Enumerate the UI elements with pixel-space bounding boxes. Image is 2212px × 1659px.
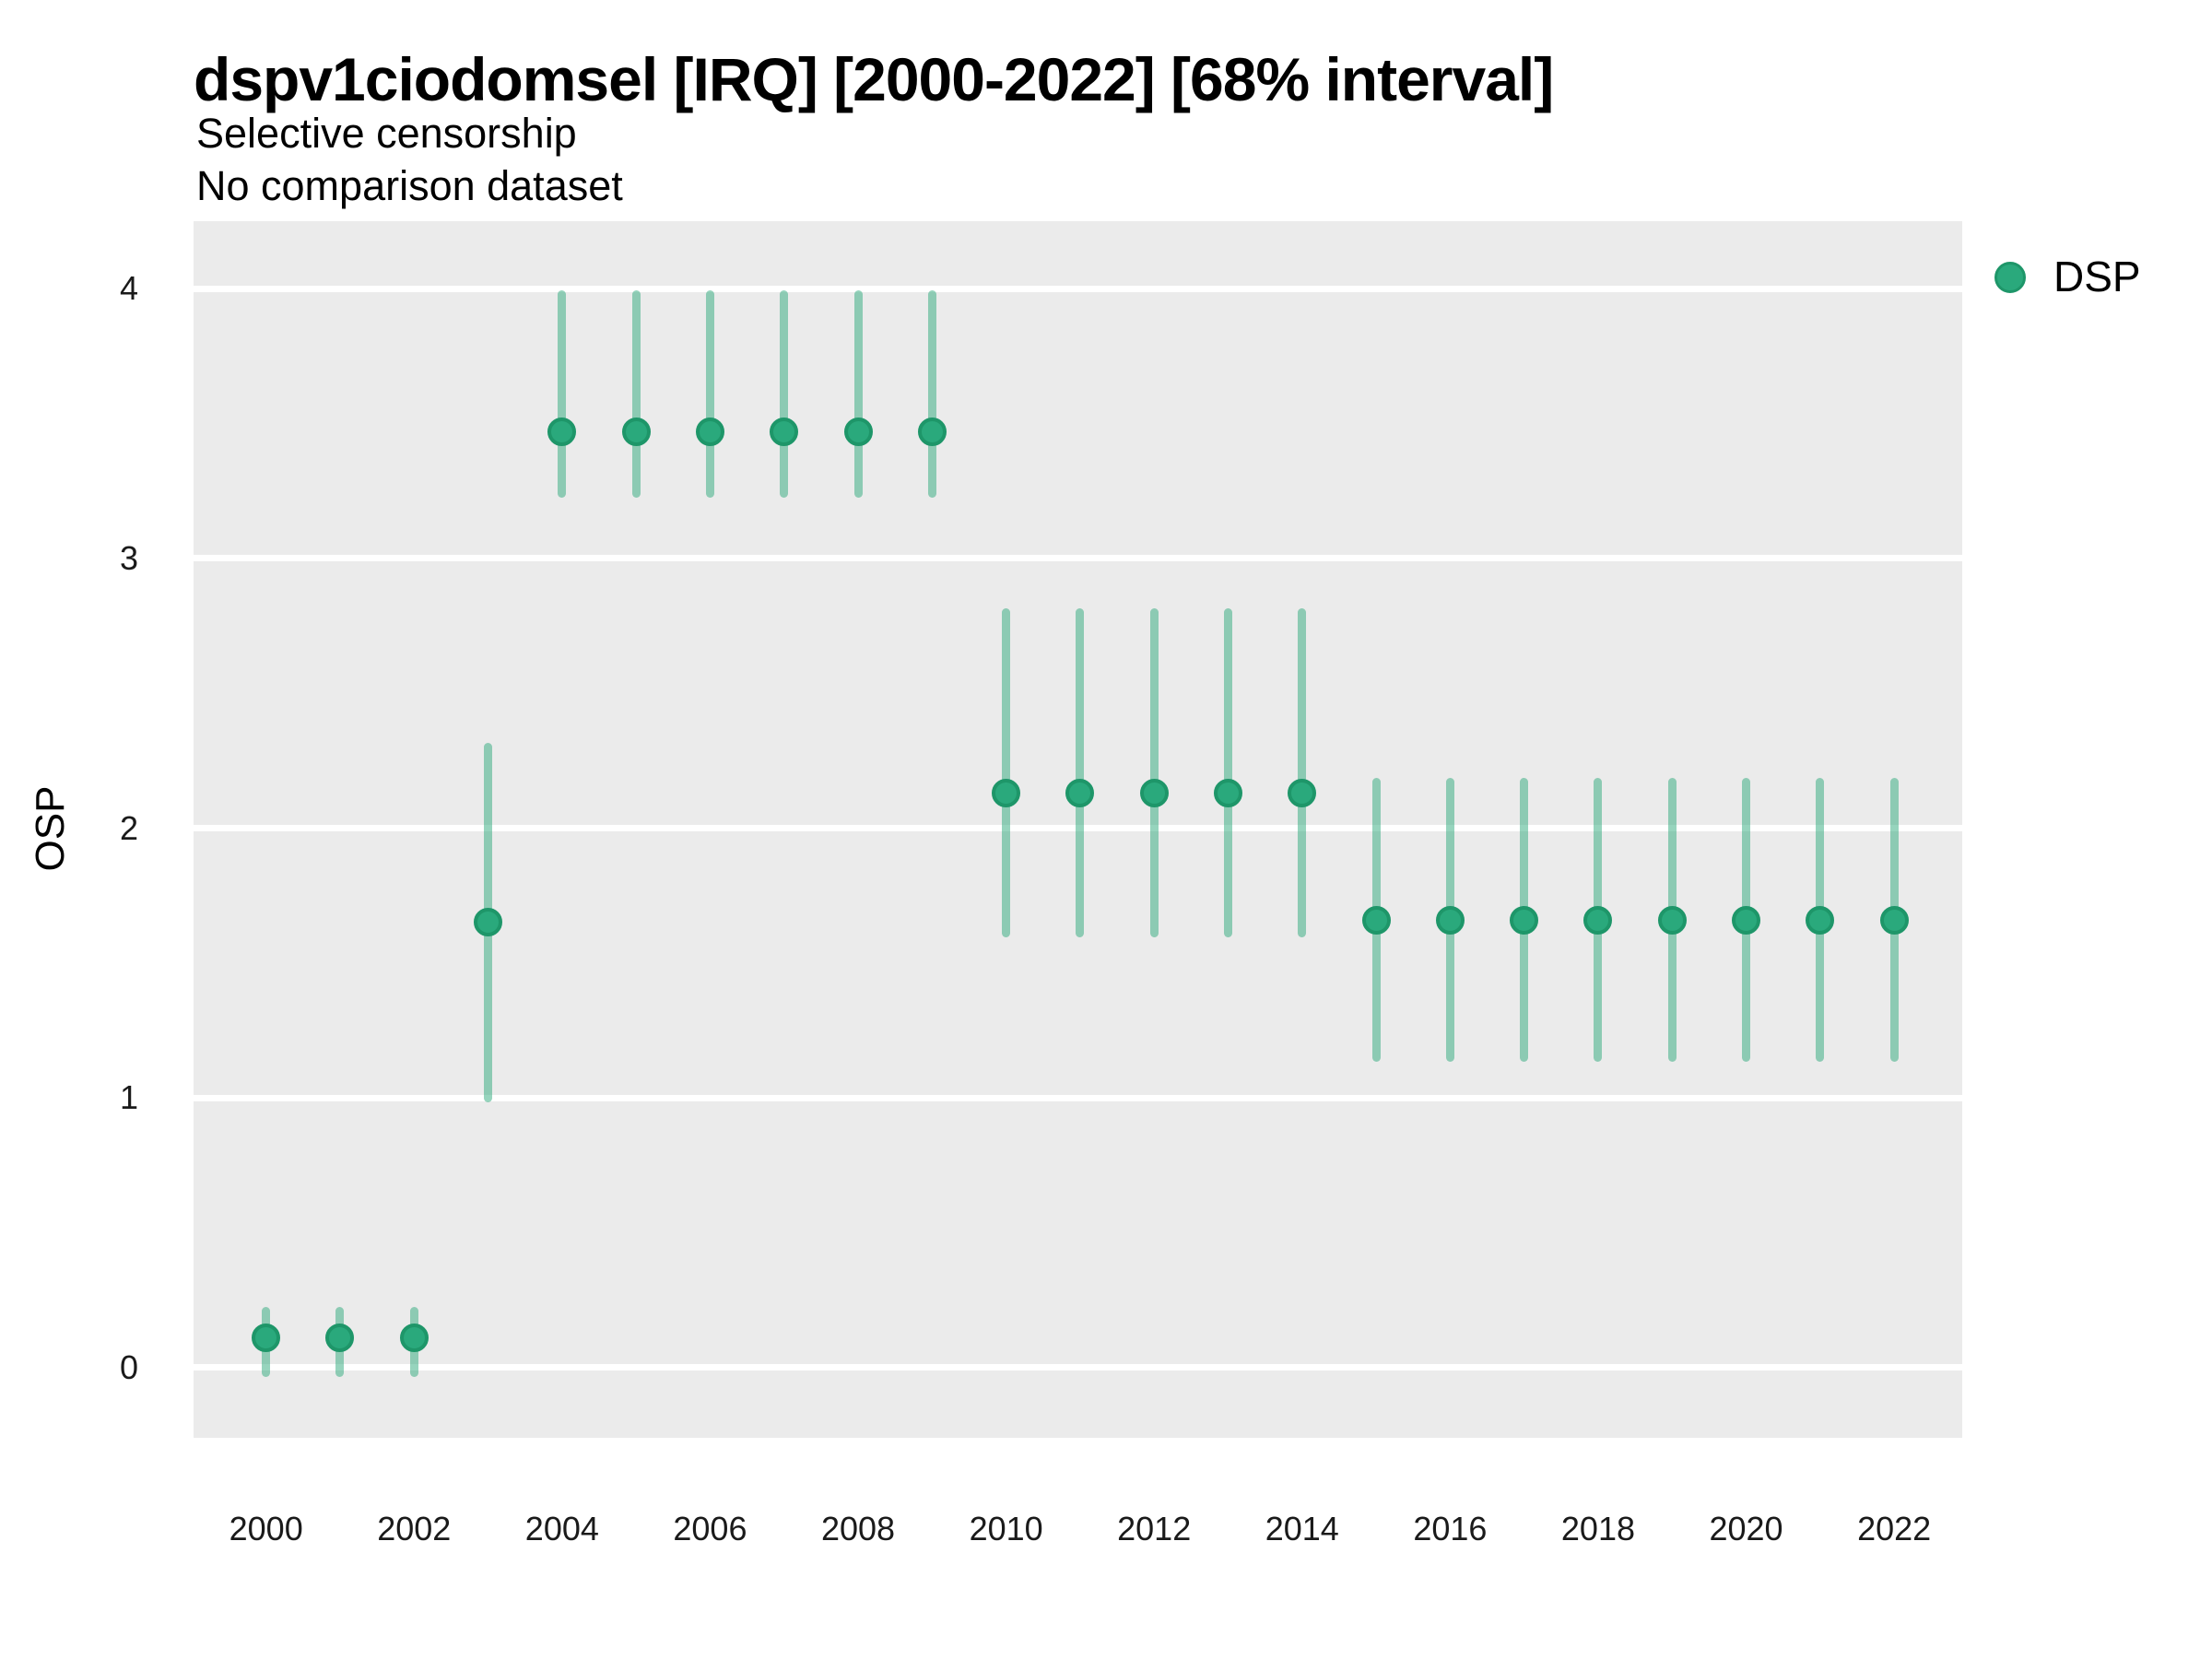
data-point-2013 — [1213, 778, 1242, 807]
error-bar-2011 — [1076, 607, 1085, 938]
error-bar-2007 — [780, 289, 789, 499]
x-tick-label-2016: 2016 — [1413, 1510, 1488, 1547]
data-point-2011 — [1065, 778, 1095, 807]
legend-dsp-swatch-icon — [1994, 262, 2026, 293]
data-point-2004 — [547, 417, 577, 446]
x-tick-label-2000: 2000 — [229, 1510, 303, 1547]
data-point-2003 — [474, 908, 503, 937]
data-point-2020 — [1732, 905, 1761, 935]
x-tick-label-2004: 2004 — [524, 1510, 599, 1547]
data-point-2019 — [1657, 905, 1687, 935]
data-point-2000 — [252, 1324, 281, 1353]
error-bar-2006 — [705, 289, 714, 499]
error-bar-2004 — [558, 289, 567, 499]
error-bar-2010 — [1002, 607, 1011, 938]
data-point-2014 — [1288, 778, 1317, 807]
data-point-2012 — [1139, 778, 1169, 807]
x-tick-label-2012: 2012 — [1117, 1510, 1192, 1547]
error-bar-2012 — [1149, 607, 1159, 938]
error-bar-2014 — [1298, 607, 1307, 938]
x-tick-label-2006: 2006 — [673, 1510, 747, 1547]
legend-dsp-label: DSP — [2053, 253, 2141, 300]
chart-title: dspv1ciodomsel [IRQ] [2000-2022] [68% in… — [194, 45, 1554, 113]
x-tick-label-2018: 2018 — [1560, 1510, 1635, 1547]
data-point-2017 — [1510, 905, 1539, 935]
y-tick-label-3: 3 — [119, 538, 138, 577]
data-point-2018 — [1583, 905, 1613, 935]
data-point-2022 — [1879, 905, 1909, 935]
data-point-2015 — [1361, 905, 1391, 935]
gridline-y-1 — [194, 1094, 1962, 1101]
y-tick-label-1: 1 — [119, 1078, 138, 1117]
data-point-2007 — [770, 417, 799, 446]
error-bar-2005 — [631, 289, 641, 499]
x-tick-label-2010: 2010 — [969, 1510, 1043, 1547]
chart-subtitle: Selective censorship No comparison datas… — [196, 107, 623, 212]
data-point-2016 — [1435, 905, 1465, 935]
data-point-2010 — [992, 778, 1021, 807]
data-point-2001 — [325, 1324, 355, 1353]
data-point-2005 — [621, 417, 651, 446]
data-point-2009 — [917, 417, 947, 446]
error-bar-2009 — [927, 289, 936, 499]
error-bar-2008 — [853, 289, 863, 499]
y-tick-label-4: 4 — [119, 269, 138, 308]
data-point-2006 — [695, 417, 724, 446]
x-tick-label-2020: 2020 — [1709, 1510, 1783, 1547]
x-tick-label-2014: 2014 — [1265, 1510, 1339, 1547]
y-tick-label-2: 2 — [119, 808, 138, 847]
gridline-y-0 — [194, 1364, 1962, 1371]
data-point-2002 — [399, 1324, 429, 1353]
y-tick-label-0: 0 — [119, 1347, 138, 1386]
chart-subtitle-line-2: No comparison dataset — [196, 162, 623, 209]
x-tick-label-2022: 2022 — [1857, 1510, 1932, 1547]
error-bar-2013 — [1223, 607, 1232, 938]
gridline-y-3 — [194, 555, 1962, 562]
x-tick-label-2002: 2002 — [377, 1510, 452, 1547]
x-tick-label-2008: 2008 — [820, 1510, 896, 1547]
chart-subtitle-line-1: Selective censorship — [196, 110, 577, 157]
data-point-2008 — [843, 417, 873, 446]
gridline-y-4 — [194, 285, 1962, 292]
data-point-2021 — [1806, 905, 1835, 935]
